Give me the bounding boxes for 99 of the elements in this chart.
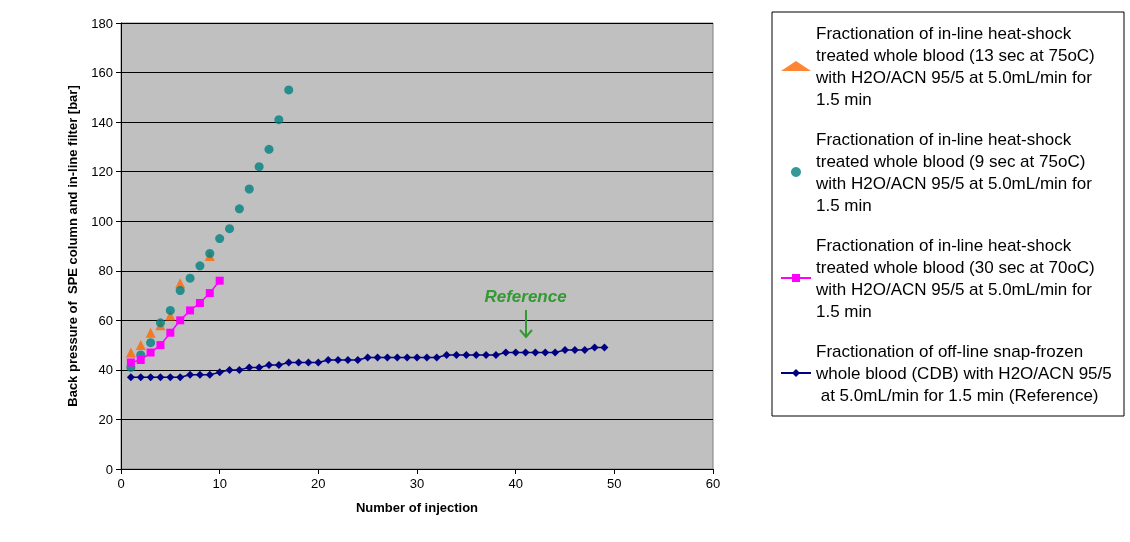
x-tick-label: 0: [117, 476, 125, 491]
point: [452, 351, 461, 360]
y-axis-title: Back pressure of SPE column and in-line filter [bar]: [64, 85, 80, 407]
point: [472, 351, 481, 360]
point: [166, 373, 175, 382]
point: [166, 328, 175, 337]
point: [136, 373, 145, 382]
y-tick-label: 80: [98, 263, 113, 279]
point: [363, 353, 372, 362]
point: [165, 305, 175, 315]
point: [422, 353, 431, 362]
point: [176, 316, 185, 325]
point: [403, 353, 412, 362]
point: [146, 338, 156, 348]
point: [343, 355, 352, 364]
y-tick-label: 100: [91, 213, 113, 229]
x-tick-label: 60: [705, 476, 721, 491]
legend-label: Fractionation of in-line heat-shock treated whole blood (30 sec at 70oC) with H2O/ACN 95/5 at 5.0mL/min for 1.5 min: [815, 235, 1100, 321]
y-tick-label: 180: [91, 15, 113, 31]
point: [195, 370, 204, 379]
point: [215, 276, 224, 285]
point: [462, 351, 471, 360]
point: [225, 365, 234, 374]
y-tick-label: 160: [91, 65, 113, 81]
point: [126, 358, 135, 367]
point: [234, 204, 244, 214]
point: [274, 360, 283, 369]
point: [244, 184, 254, 194]
point: [274, 115, 284, 125]
point: [531, 348, 540, 357]
point: [146, 348, 155, 357]
point: [235, 365, 244, 374]
point: [294, 358, 303, 367]
point: [284, 85, 294, 95]
point: [245, 363, 254, 372]
point: [205, 289, 214, 298]
point: [136, 355, 145, 364]
legend-label: Fractionation of in-line heat-shock treated whole blood (13 sec at 75oC) with H2O/ACN 95/5 at 5.0mL/min for 1.5 min: [815, 23, 1100, 109]
point: [304, 358, 313, 367]
x-tick-label: 40: [508, 476, 523, 491]
point: [135, 340, 146, 351]
point: [521, 348, 530, 357]
x-tick-label: 20: [311, 476, 326, 491]
point: [176, 373, 185, 382]
y-tick-label: 40: [98, 362, 113, 378]
point: [254, 162, 264, 172]
point: [186, 306, 195, 315]
point: [255, 363, 264, 372]
point: [156, 341, 165, 350]
point: [393, 353, 402, 362]
point: [600, 343, 609, 352]
point: [373, 353, 382, 362]
point: [156, 373, 165, 382]
point: [215, 368, 224, 377]
y-tick-label: 60: [98, 312, 113, 328]
x-tick-label: 50: [607, 476, 622, 491]
point: [195, 298, 204, 307]
point: [491, 351, 500, 360]
y-tick-label: 120: [91, 164, 113, 180]
point: [205, 370, 214, 379]
point: [432, 353, 441, 362]
point: [126, 373, 135, 382]
y-tick-label: 140: [91, 114, 113, 130]
y-tick-label: 20: [98, 411, 113, 427]
point: [541, 348, 550, 357]
point: [215, 234, 225, 244]
legend-label: Fractionation of off-line snap-frozen whole blood (CDB) with H2O/ACN 95/5 at 5.0mL/min for 1.5 min (Reference): [815, 341, 1112, 405]
point: [195, 261, 205, 271]
point: [353, 355, 362, 364]
x-tick-label: 10: [212, 476, 227, 491]
point: [314, 358, 323, 367]
point: [551, 348, 560, 357]
point: [145, 327, 156, 338]
point: [265, 360, 273, 369]
point: [264, 144, 274, 154]
y-tick-label: 0: [105, 461, 113, 477]
point: [511, 348, 520, 357]
legend-label: Fractionation of in-line heat-shock treated whole blood (9 sec at 75oC) with H2O/ACN 95/5 at 5.0mL/min for 1.5 min: [815, 129, 1097, 215]
point: [482, 351, 491, 360]
point: [413, 353, 421, 362]
point: [442, 351, 451, 360]
point: [186, 370, 195, 379]
point: [284, 358, 293, 367]
x-tick-label: 30: [409, 476, 425, 491]
point: [225, 224, 235, 234]
point: [561, 346, 569, 355]
point: [590, 343, 599, 352]
point: [570, 346, 579, 355]
x-axis-title: Number of injection: [355, 500, 479, 515]
point: [501, 348, 510, 357]
point: [383, 353, 392, 362]
point: [324, 355, 333, 364]
annotation: Reference: [484, 286, 567, 306]
point: [146, 373, 155, 382]
point: [175, 286, 185, 296]
point: [185, 273, 195, 283]
point: [334, 355, 343, 364]
point: [125, 347, 136, 358]
point: [580, 346, 589, 355]
